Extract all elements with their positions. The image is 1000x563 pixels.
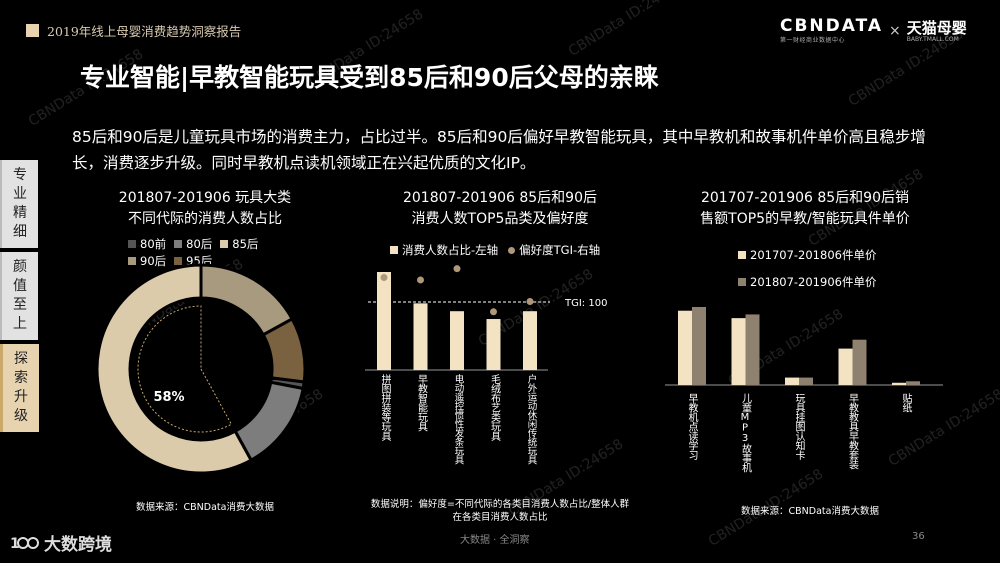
chart3-bar-series1 — [892, 382, 906, 385]
logo-separator: × — [889, 23, 901, 39]
chart3-bar-series2 — [692, 307, 706, 385]
chart3-legend-series1: 201707-201806件单价 — [738, 247, 876, 263]
chart3-category-label: 玩具挂图认知卡 — [793, 393, 804, 460]
chart1-legend-swatch — [174, 257, 183, 265]
report-tag-square — [26, 24, 39, 37]
page-number: 36 — [912, 531, 925, 542]
page-title: 专业智能|早教智能玩具受到85后和90后父母的亲睐 — [80, 63, 659, 92]
chart2-bar — [523, 311, 537, 370]
chart2-bar — [450, 311, 464, 370]
report-title-tag: 2019年线上母婴消费趋势洞察报告 — [26, 21, 241, 40]
chart2-bar — [413, 303, 428, 370]
chart2-category-label: 拼图拼装等玩具 — [379, 374, 390, 441]
chart3-category-label: 早教教具早教套装 — [846, 393, 858, 469]
brand-logo-icon: 1 — [10, 536, 39, 552]
brand-logos: CBNDATA 第一财经商业数据中心 × 天猫母婴 BABY.TMALL.COM — [780, 16, 967, 45]
chart1-legend-swatch — [174, 240, 183, 248]
chart2-tgi-dot — [453, 265, 461, 273]
chart1-legend-item: 80前 — [128, 236, 166, 252]
chart2-tgi-reference-label: TGI: 100 — [564, 298, 607, 309]
footer-tagline: 大数据 · 全洞察 — [460, 535, 530, 546]
chart2-category-label: 早教智能玩具 — [415, 374, 427, 431]
chart1-legend-item: 80后 — [174, 236, 212, 252]
svg-text:1: 1 — [10, 536, 20, 552]
chart3-category-labels: 早教机点读学习 儿童MP3故事机 玩具挂图认知卡 早教教具早教套装 贴纸 — [665, 393, 945, 493]
chart3-bar-series1 — [731, 318, 746, 385]
chart1-slice-4 — [199, 263, 295, 337]
footer-brand: 1 大数跨境 — [10, 535, 112, 555]
watermark-text: CBNData ID:24658 — [565, 0, 687, 60]
chart1-slice-3 — [95, 263, 254, 475]
page-description: 85后和90后是儿童玩具市场的消费主力，占比过半。85后和90后偏好早教智能玩具… — [72, 128, 926, 172]
chart1-source: 数据来源：CBNData消费大数据 — [136, 502, 274, 513]
chart2-tgi-dot — [417, 276, 424, 284]
chart1-title: 201807-201906 玩具大类 不同代际的消费人数占比 — [118, 190, 292, 227]
chart1-legend-item: 85后 — [220, 236, 258, 252]
cbndata-logo: CBNDATA 第一财经商业数据中心 — [780, 16, 884, 45]
chart1-center-label: 58% — [153, 390, 184, 405]
chart1-legend-label: 80前 — [140, 237, 167, 251]
chart1-highlight-outline — [137, 305, 233, 433]
chart2-category-label: 电动遥控惯性发条玩具 — [452, 374, 464, 464]
chart3-bar-series2 — [852, 339, 867, 385]
chart3-legend-series2: 201807-201906件单价 — [738, 274, 876, 290]
chart2-tgi-dot — [490, 308, 497, 316]
chart1-legend-swatch — [128, 257, 136, 265]
chart3-bar-series1 — [838, 348, 853, 385]
chart2-legend: 消费人数占比-左轴 偏好度TGI-右轴 — [390, 242, 600, 258]
chart3-category-label: 早教机点读学习 — [686, 393, 697, 460]
chart3-category-label: 贴纸 — [900, 393, 911, 412]
chart3-bar-series1 — [678, 310, 692, 385]
chart3-title: 201707-201906 85后和90后销 售额TOP5的早教/智能玩具件单价 — [700, 190, 910, 227]
chart1-legend-swatch — [128, 240, 136, 248]
chart3-bar-series2 — [799, 377, 813, 385]
chart1-donut: 58% — [95, 263, 307, 475]
chart2-legend-dot: 偏好度TGI-右轴 — [508, 242, 600, 258]
chart2-category-label: 毛绒布艺类玩具 — [488, 374, 500, 441]
chart2-tgi-dot — [526, 298, 534, 306]
chart2-bar — [377, 272, 391, 370]
chart3-bar-series1 — [785, 377, 799, 385]
side-tab-professional[interactable]: 专业精细 — [0, 160, 38, 248]
chart2-legend-bar: 消费人数占比-左轴 — [390, 242, 498, 258]
chart3-legend: 201707-201806件单价 201807-201906件单价 — [738, 247, 876, 290]
chart3-plot — [665, 307, 943, 386]
chart2-plot: TGI: 100 — [365, 265, 607, 371]
tmall-baby-logo: 天猫母婴 BABY.TMALL.COM — [906, 18, 967, 43]
chart1-legend-label: 85后 — [232, 237, 259, 251]
chart3-bar-series2 — [906, 381, 920, 385]
chart2-bar — [486, 319, 501, 370]
side-tab-appearance[interactable]: 颜值至上 — [0, 252, 38, 340]
chart3-bar-series2 — [745, 314, 760, 385]
chart2-note: 数据说明：偏好度=不同代际的各类目消费人数占比/整体人群在各类目消费人数占比 — [370, 499, 630, 523]
chart3-source: 数据来源：CBNData消费大数据 — [741, 506, 879, 517]
chart1-legend-label: 80后 — [186, 237, 213, 251]
chart1-legend-item: 90后 — [128, 253, 166, 269]
chart2-category-labels: 拼图拼装等玩具 早教智能玩具 电动遥控惯性发条玩具 毛绒布艺类玩具 户外运动休闲传统玩具 — [360, 374, 550, 484]
chart2-title: 201807-201906 85后和90后 消费人数TOP5品类及偏好度 — [402, 190, 598, 227]
chart1-legend-label: 90后 — [140, 254, 167, 268]
side-tab-explore[interactable]: 探索升级 — [0, 344, 39, 432]
chart2-category-label: 户外运动休闲传统玩具 — [525, 374, 537, 464]
chart3-category-label: 儿童MP3故事机 — [739, 393, 751, 472]
report-title: 2019年线上母婴消费趋势洞察报告 — [47, 24, 242, 39]
chart1-legend-swatch — [220, 240, 229, 248]
side-tabs: 专业精细 颜值至上 探索升级 — [0, 160, 40, 436]
chart2-tgi-dot — [380, 274, 388, 281]
